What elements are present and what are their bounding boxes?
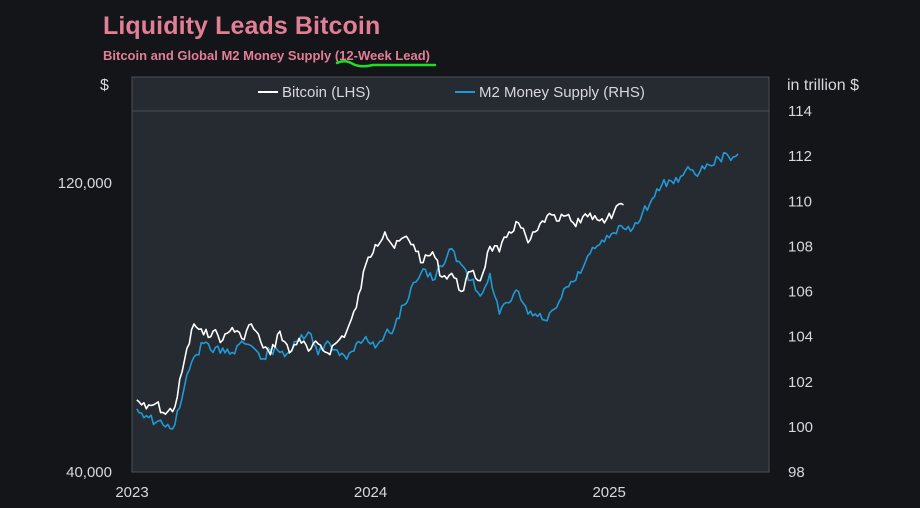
right-tick-label: 106 [788, 284, 813, 301]
right-tick-label: 112 [788, 148, 812, 165]
left-axis-unit: $ [100, 77, 109, 94]
legend-label-m2: M2 Money Supply (RHS) [479, 84, 645, 101]
right-tick-label: 110 [788, 193, 812, 210]
left-tick-label: 40,000 [66, 464, 112, 481]
underline-annotation [335, 60, 437, 68]
series-line-m2 [136, 152, 739, 430]
right-tick-label: 104 [788, 329, 813, 346]
chart-subtitle: Bitcoin and Global M2 Money Supply (12-W… [103, 48, 430, 63]
right-tick-label: 108 [788, 238, 813, 255]
x-tick-label: 2024 [354, 484, 387, 501]
series-layer [136, 152, 739, 430]
x-tick-label: 2025 [592, 484, 625, 501]
x-axis: 2023 2024 2025 [115, 484, 626, 501]
legend: Bitcoin (LHS) M2 Money Supply (RHS) [258, 84, 645, 101]
right-tick-label: 98 [788, 464, 805, 481]
right-axis-unit: in trillion $ [787, 77, 860, 94]
right-tick-label: 102 [788, 374, 813, 391]
chart-title: Liquidity Leads Bitcoin [103, 12, 381, 40]
right-tick-label: 114 [788, 103, 812, 120]
x-tick-label: 2023 [115, 484, 148, 501]
legend-label-bitcoin: Bitcoin (LHS) [282, 84, 370, 101]
left-tick-label: 120,000 [58, 175, 112, 192]
left-axis: 40,000 120,000 [58, 175, 112, 481]
right-tick-label: 100 [788, 419, 813, 436]
right-axis: 98 100 102 104 106 108 110 112 114 [788, 103, 813, 481]
series-line-bitcoin [136, 202, 624, 415]
